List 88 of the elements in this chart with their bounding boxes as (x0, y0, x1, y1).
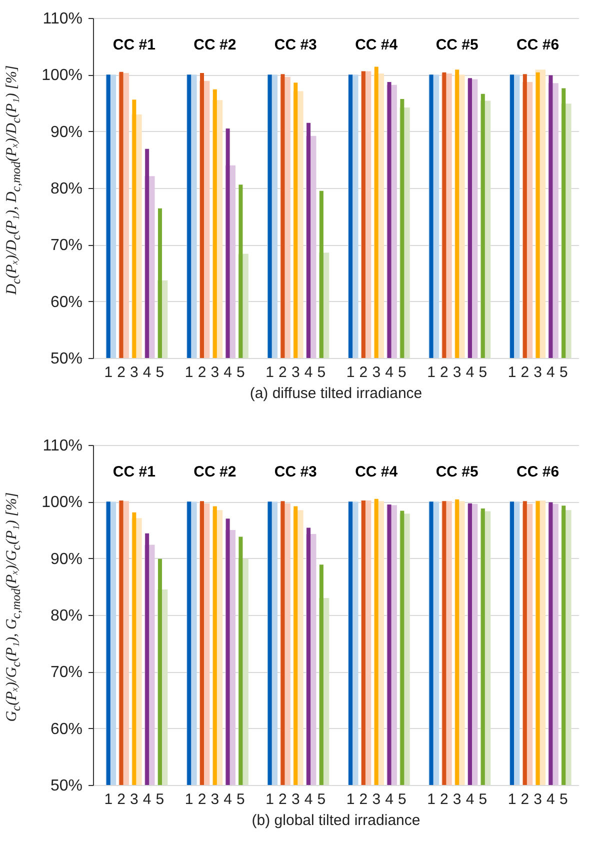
text: 3 (210, 791, 220, 808)
x-tick-label: CC #2 (194, 36, 236, 54)
text: 1 (184, 364, 194, 381)
text: 1 (508, 364, 516, 381)
text: 3 (372, 791, 381, 808)
y-tick-label: 100% (42, 494, 82, 512)
text: 5 (236, 791, 245, 808)
text: 4 (142, 364, 152, 381)
x-tick-label: CC #1 (112, 464, 156, 480)
y-tick-label: 110% (42, 438, 82, 454)
text: 4 (466, 364, 474, 381)
text: 2 (278, 791, 287, 808)
text: 1 (184, 791, 194, 808)
text: 5 (156, 364, 164, 381)
y-tick-label: 80% (50, 180, 82, 198)
series-label: 1 (427, 791, 436, 808)
text: 1 (346, 364, 355, 381)
text: 5 (236, 364, 245, 381)
text: 3 (291, 364, 300, 381)
y-tick-label: 60% (50, 294, 82, 311)
text: 2 (117, 791, 126, 808)
text: 4 (224, 364, 232, 381)
text: 5 (478, 791, 488, 808)
text: 3 (452, 364, 462, 381)
x-tick-label: CC #5 (436, 464, 478, 480)
text: 5 (317, 364, 326, 381)
text: 1 (266, 364, 274, 381)
y-tick-label: 50% (50, 778, 82, 794)
text: 1 (508, 791, 516, 808)
x-tick-label: CC #2 (194, 464, 236, 480)
text: 3 (452, 791, 462, 808)
x-tick-label: CC #3 (274, 36, 317, 54)
text: 5 (478, 364, 488, 381)
x-tick-label: CC #6 (516, 36, 560, 54)
text: 2 (198, 364, 206, 381)
text: 5 (317, 791, 326, 808)
y-tick-label: 70% (50, 237, 82, 254)
x-axis-title: (b) global tilted irradiance (252, 812, 420, 829)
x-axis-title: (a) diffuse tilted irradiance (250, 385, 422, 402)
text: 2 (117, 364, 126, 381)
text: 3 (372, 364, 381, 381)
series-label: 3 (130, 791, 138, 808)
y-tick-label: 80% (50, 608, 82, 624)
y-tick-label: 60% (50, 720, 82, 738)
text: 4 (385, 791, 394, 808)
text: 3 (210, 364, 220, 381)
text: 5 (398, 364, 406, 381)
text: 4 (142, 791, 152, 808)
series-label: 5 (559, 791, 568, 808)
series-label: 4 (304, 791, 313, 808)
y-tick-label: 50% (50, 350, 82, 368)
x-tick-label: CC #4 (355, 464, 398, 480)
text: 2 (198, 791, 206, 808)
x-tick-label: CC #1 (112, 36, 156, 54)
y-tick-label: 90% (50, 550, 82, 568)
y-tick-label: 110% (42, 10, 82, 28)
series-label: 3 (130, 364, 138, 381)
text: 4 (546, 791, 555, 808)
y-tick-label: 70% (50, 664, 82, 682)
text: 4 (466, 791, 474, 808)
text: 3 (291, 791, 300, 808)
text: 1 (346, 791, 355, 808)
text: 2 (440, 364, 448, 381)
series-label: 2 (359, 791, 368, 808)
series-label: 5 (559, 364, 568, 381)
text: 2 (520, 364, 530, 381)
series-label: 4 (304, 364, 313, 381)
text: 3 (534, 364, 542, 381)
text: 4 (546, 364, 555, 381)
y-tick-label: 90% (50, 124, 82, 141)
text: 5 (156, 791, 164, 808)
text: 3 (534, 791, 542, 808)
x-tick-label: CC #6 (516, 464, 560, 480)
text: 2 (440, 791, 448, 808)
series-label: 2 (359, 364, 368, 381)
text: 4 (224, 791, 232, 808)
x-tick-label: CC #3 (274, 464, 317, 480)
x-tick-label: CC #5 (436, 36, 478, 54)
text: 1 (266, 791, 274, 808)
x-tick-label: CC #4 (355, 36, 398, 54)
text: 4 (385, 364, 394, 381)
text: 5 (398, 791, 406, 808)
text: 2 (520, 791, 530, 808)
y-tick-label: 100% (42, 67, 82, 84)
text: 2 (278, 364, 287, 381)
text: 1 (104, 364, 113, 381)
series-label: 1 (427, 364, 436, 381)
text: 1 (104, 791, 113, 808)
